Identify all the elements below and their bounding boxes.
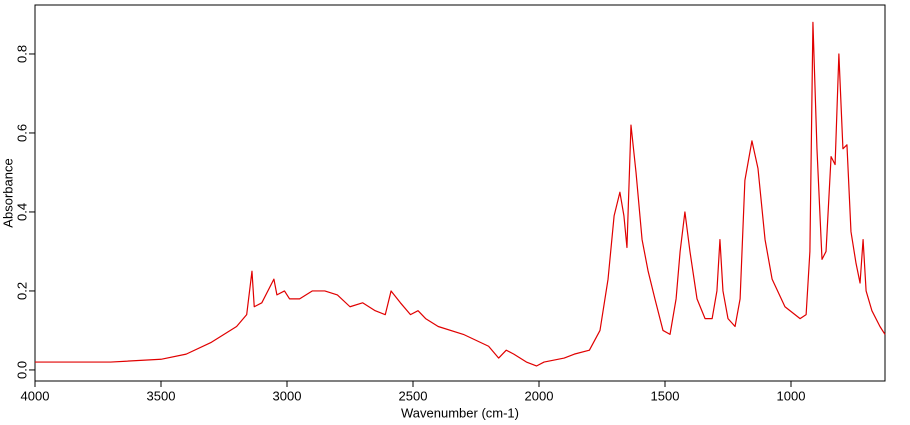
- x-tick-label: 1500: [651, 388, 680, 403]
- y-tick-label: 0.8: [14, 45, 29, 63]
- y-tick-label: 0.0: [14, 361, 29, 379]
- x-tick-label: 2500: [399, 388, 428, 403]
- x-tick-label: 3500: [147, 388, 176, 403]
- spectrum-line: [35, 21, 886, 367]
- y-tick-label: 0.6: [14, 124, 29, 142]
- y-axis-title: Absorbance: [0, 158, 15, 227]
- x-axis-title: Wavenumber (cm-1): [401, 405, 519, 420]
- y-tick-label: 0.4: [14, 203, 29, 221]
- x-tick-label: 3000: [273, 388, 302, 403]
- x-tick-label: 1000: [777, 388, 806, 403]
- x-tick-label: 2000: [525, 388, 554, 403]
- plot-frame: [34, 4, 886, 382]
- y-tick-label: 0.2: [14, 282, 29, 300]
- x-tick-label: 4000: [21, 388, 50, 403]
